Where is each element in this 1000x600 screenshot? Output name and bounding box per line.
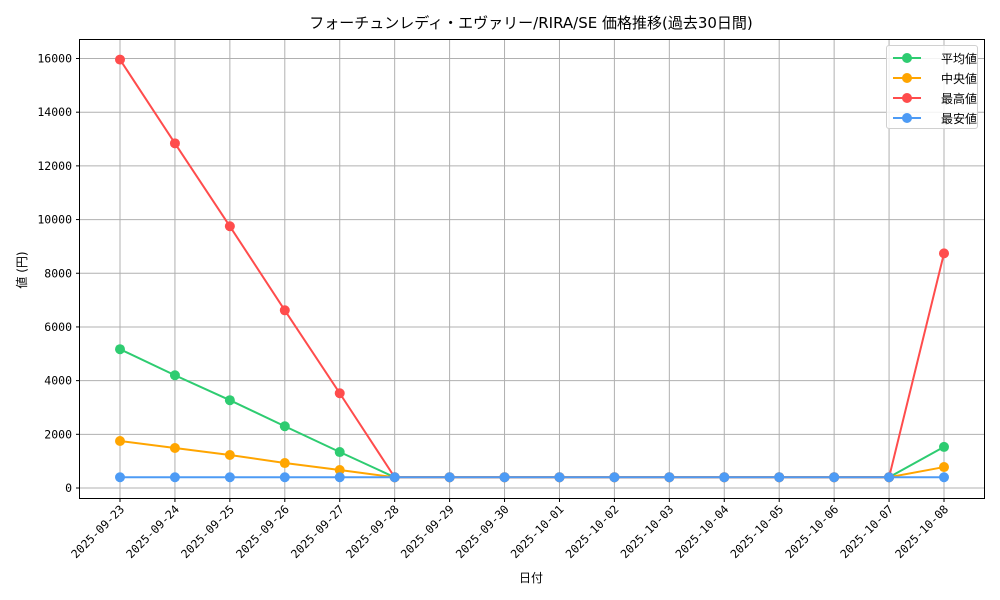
x-tick-label: 2025-10-02: [563, 502, 622, 561]
data-point-marker: [389, 472, 400, 483]
y-tick-label: 4000: [44, 374, 72, 388]
series-平均値: [115, 344, 949, 483]
series-中央値: [115, 436, 949, 483]
legend-label: 最安値: [941, 111, 978, 126]
x-tick-label: 2025-09-26: [233, 502, 292, 561]
data-point-marker: [334, 465, 345, 476]
legend-label: 平均値: [941, 51, 978, 66]
data-point-marker: [334, 447, 345, 458]
data-point-marker: [115, 436, 125, 447]
data-point-marker: [939, 462, 949, 473]
x-tick-label: 2025-09-28: [343, 502, 402, 561]
legend-item-min: 最安値: [891, 108, 977, 128]
y-tick-label: 0: [65, 481, 72, 495]
data-point-marker: [939, 248, 949, 259]
y-tick-label: 8000: [44, 266, 72, 280]
data-point-marker: [169, 472, 180, 483]
data-point-marker: [169, 370, 180, 381]
legend-line-marker-icon: [891, 108, 921, 128]
legend-item-max: 最高値: [891, 88, 977, 108]
legend-label: 中央値: [941, 71, 978, 86]
series-line: [119, 440, 945, 479]
legend-item-median: 中央値: [891, 68, 977, 88]
data-point-marker: [719, 472, 730, 483]
x-tick-label: 2025-10-04: [673, 502, 732, 561]
series-line: [119, 348, 945, 479]
legend: 平均値 中央値 最高値 最安値: [886, 45, 978, 129]
x-tick-label: 2025-10-03: [618, 502, 677, 561]
data-point-marker: [279, 458, 290, 469]
x-tick-label: 2025-10-07: [837, 502, 896, 561]
x-tick-label: 2025-09-25: [178, 502, 237, 561]
data-point-marker: [444, 472, 455, 483]
x-tick-label: 2025-09-30: [453, 502, 512, 561]
x-tick-label: 2025-09-24: [123, 502, 182, 561]
data-point-marker: [829, 472, 840, 483]
y-tick-label: 12000: [37, 159, 72, 173]
x-tick-label: 2025-10-08: [892, 502, 951, 561]
x-tick-label: 2025-10-05: [727, 502, 786, 561]
x-tick-label: 2025-10-01: [508, 502, 567, 561]
x-tick-label: 2025-09-27: [288, 502, 347, 561]
data-point-marker: [939, 472, 949, 483]
data-point-marker: [279, 472, 290, 483]
x-axis-ticks: 2025-09-232025-09-242025-09-252025-09-26…: [68, 498, 951, 561]
legend-line-marker-icon: [891, 68, 921, 88]
data-point-marker: [884, 472, 895, 483]
y-axis-ticks: 0 2000 4000 6000 8000 10000 12000 14000 16000: [37, 52, 80, 495]
x-axis-label: 日付: [519, 571, 543, 585]
series-line: [119, 59, 945, 479]
series-最高値: [115, 54, 949, 483]
y-tick-label: 10000: [37, 213, 72, 227]
data-point-marker: [279, 421, 290, 432]
legend-item-average: 平均値: [891, 48, 977, 68]
series-最安値: [115, 472, 949, 483]
grid-lines: [80, 40, 984, 498]
data-point-marker: [169, 443, 180, 454]
data-point-marker: [115, 344, 125, 355]
y-axis-label: 値 (円): [14, 251, 29, 288]
legend-line-marker-icon: [891, 88, 921, 108]
data-point-marker: [169, 138, 180, 149]
data-point-marker: [115, 472, 125, 483]
x-tick-label: 2025-10-06: [782, 502, 841, 561]
data-point-marker: [224, 395, 235, 406]
data-point-marker: [774, 472, 785, 483]
x-tick-label: 2025-09-29: [398, 502, 457, 561]
y-tick-label: 14000: [37, 105, 72, 119]
y-tick-label: 2000: [44, 427, 72, 441]
data-point-marker: [609, 472, 620, 483]
data-series: [115, 54, 949, 483]
data-point-marker: [334, 472, 345, 483]
data-point-marker: [554, 472, 565, 483]
data-point-marker: [224, 221, 235, 232]
data-point-marker: [224, 472, 235, 483]
data-point-marker: [939, 441, 949, 452]
x-tick-label: 2025-09-23: [68, 502, 127, 561]
data-point-marker: [279, 305, 290, 316]
chart-title: フォーチュンレディ・エヴァリー/RIRA/SE 価格推移(過去30日間): [309, 14, 753, 32]
y-tick-label: 6000: [44, 320, 72, 334]
plot-frame: [79, 39, 985, 499]
data-point-marker: [334, 388, 345, 399]
legend-label: 最高値: [941, 91, 978, 106]
y-tick-label: 16000: [37, 52, 72, 66]
legend-line-marker-icon: [891, 48, 921, 68]
data-point-marker: [499, 472, 510, 483]
data-point-marker: [115, 54, 125, 65]
data-point-marker: [664, 472, 675, 483]
data-point-marker: [224, 449, 235, 460]
